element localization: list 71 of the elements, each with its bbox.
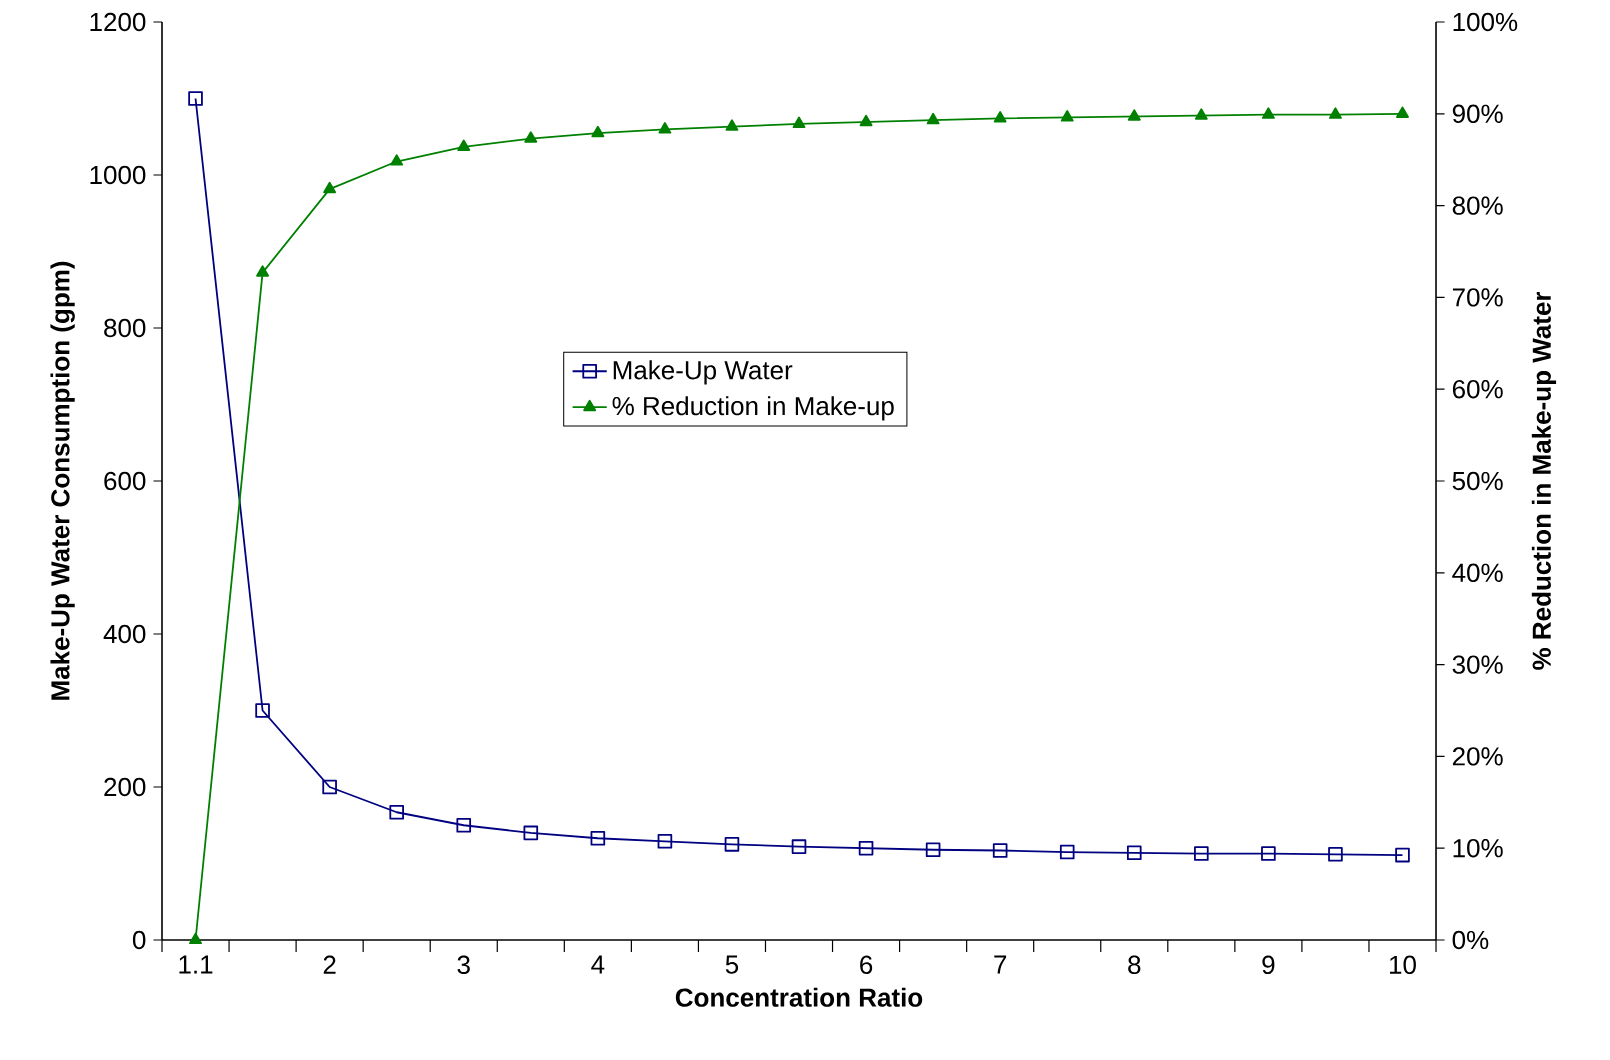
point (322, 779, 337, 795)
point (925, 842, 941, 858)
y-tick-label: 600 (104, 471, 146, 491)
y2-tick-label: 10% (1453, 838, 1503, 858)
point (1194, 846, 1209, 861)
legend-label: Make-Up Water (613, 360, 793, 385)
point (390, 154, 404, 166)
point (189, 932, 202, 945)
x-tick-label: 6 (860, 955, 873, 975)
point (858, 840, 874, 856)
y-tick-label: 1200 (90, 12, 146, 32)
point (389, 804, 404, 820)
y-tick-label: 200 (104, 777, 146, 797)
y-tick-label: 800 (104, 318, 146, 338)
point (724, 837, 740, 852)
point (1329, 107, 1342, 119)
point (1060, 110, 1074, 122)
x-tick-label: 8 (1128, 955, 1141, 975)
x-axis-title: Concentration Ratio (675, 987, 923, 1007)
point (524, 131, 538, 143)
x-tick-label: 2 (323, 955, 336, 974)
point (523, 825, 539, 841)
y2-tick-label: 100% (1453, 12, 1518, 32)
point (1261, 846, 1276, 861)
x-tick-label: 3 (457, 955, 470, 975)
y2-tick-label: 50% (1452, 471, 1503, 491)
y-tick-label: 0 (132, 930, 146, 950)
y-axis-title: Make-Up Water Consumption (gpm) (50, 261, 75, 700)
point (993, 111, 1007, 123)
y2-tick-label: 20% (1452, 747, 1503, 766)
point (323, 181, 337, 194)
x-tick-label: 5 (725, 955, 739, 974)
point (1126, 845, 1142, 861)
x-tick-label: 4 (591, 955, 605, 974)
point (256, 265, 270, 277)
point (1127, 109, 1141, 121)
y2-tick-label: 80% (1452, 196, 1503, 215)
point (1194, 108, 1208, 120)
y2-tick-label: 90% (1452, 104, 1503, 123)
point (657, 834, 673, 849)
point (456, 817, 472, 833)
point (1396, 106, 1409, 118)
y2-tick-label: 40% (1452, 563, 1503, 582)
point (1328, 847, 1343, 862)
y-tick-label: 1000 (90, 165, 146, 185)
point (859, 114, 873, 127)
point (725, 119, 739, 131)
x-tick-label: 9 (1262, 955, 1275, 975)
y2-tick-label: 70% (1452, 288, 1503, 307)
point (188, 91, 203, 106)
point (992, 843, 1008, 858)
x-tick-label: 7 (994, 955, 1007, 974)
legend-label: % Reduction in Make-up (612, 396, 894, 421)
point (457, 139, 471, 151)
point (1261, 107, 1275, 119)
x-tick-label: 10 (1390, 955, 1416, 975)
y2-tick-label: 60% (1452, 379, 1503, 399)
y2-tick-label: 0% (1452, 930, 1489, 950)
y-tick-label: 400 (103, 624, 146, 644)
point (255, 703, 270, 718)
point (792, 116, 806, 128)
point (658, 122, 672, 134)
point (590, 830, 606, 846)
y2-axis-title: % Reduction in Make-up Water (1531, 291, 1557, 670)
y2-tick-label: 30% (1452, 655, 1503, 674)
point (926, 112, 940, 125)
point (1395, 847, 1410, 863)
point (791, 839, 807, 854)
point (591, 125, 605, 138)
point (1059, 844, 1075, 860)
x-tick-label: 1.1 (179, 955, 213, 974)
